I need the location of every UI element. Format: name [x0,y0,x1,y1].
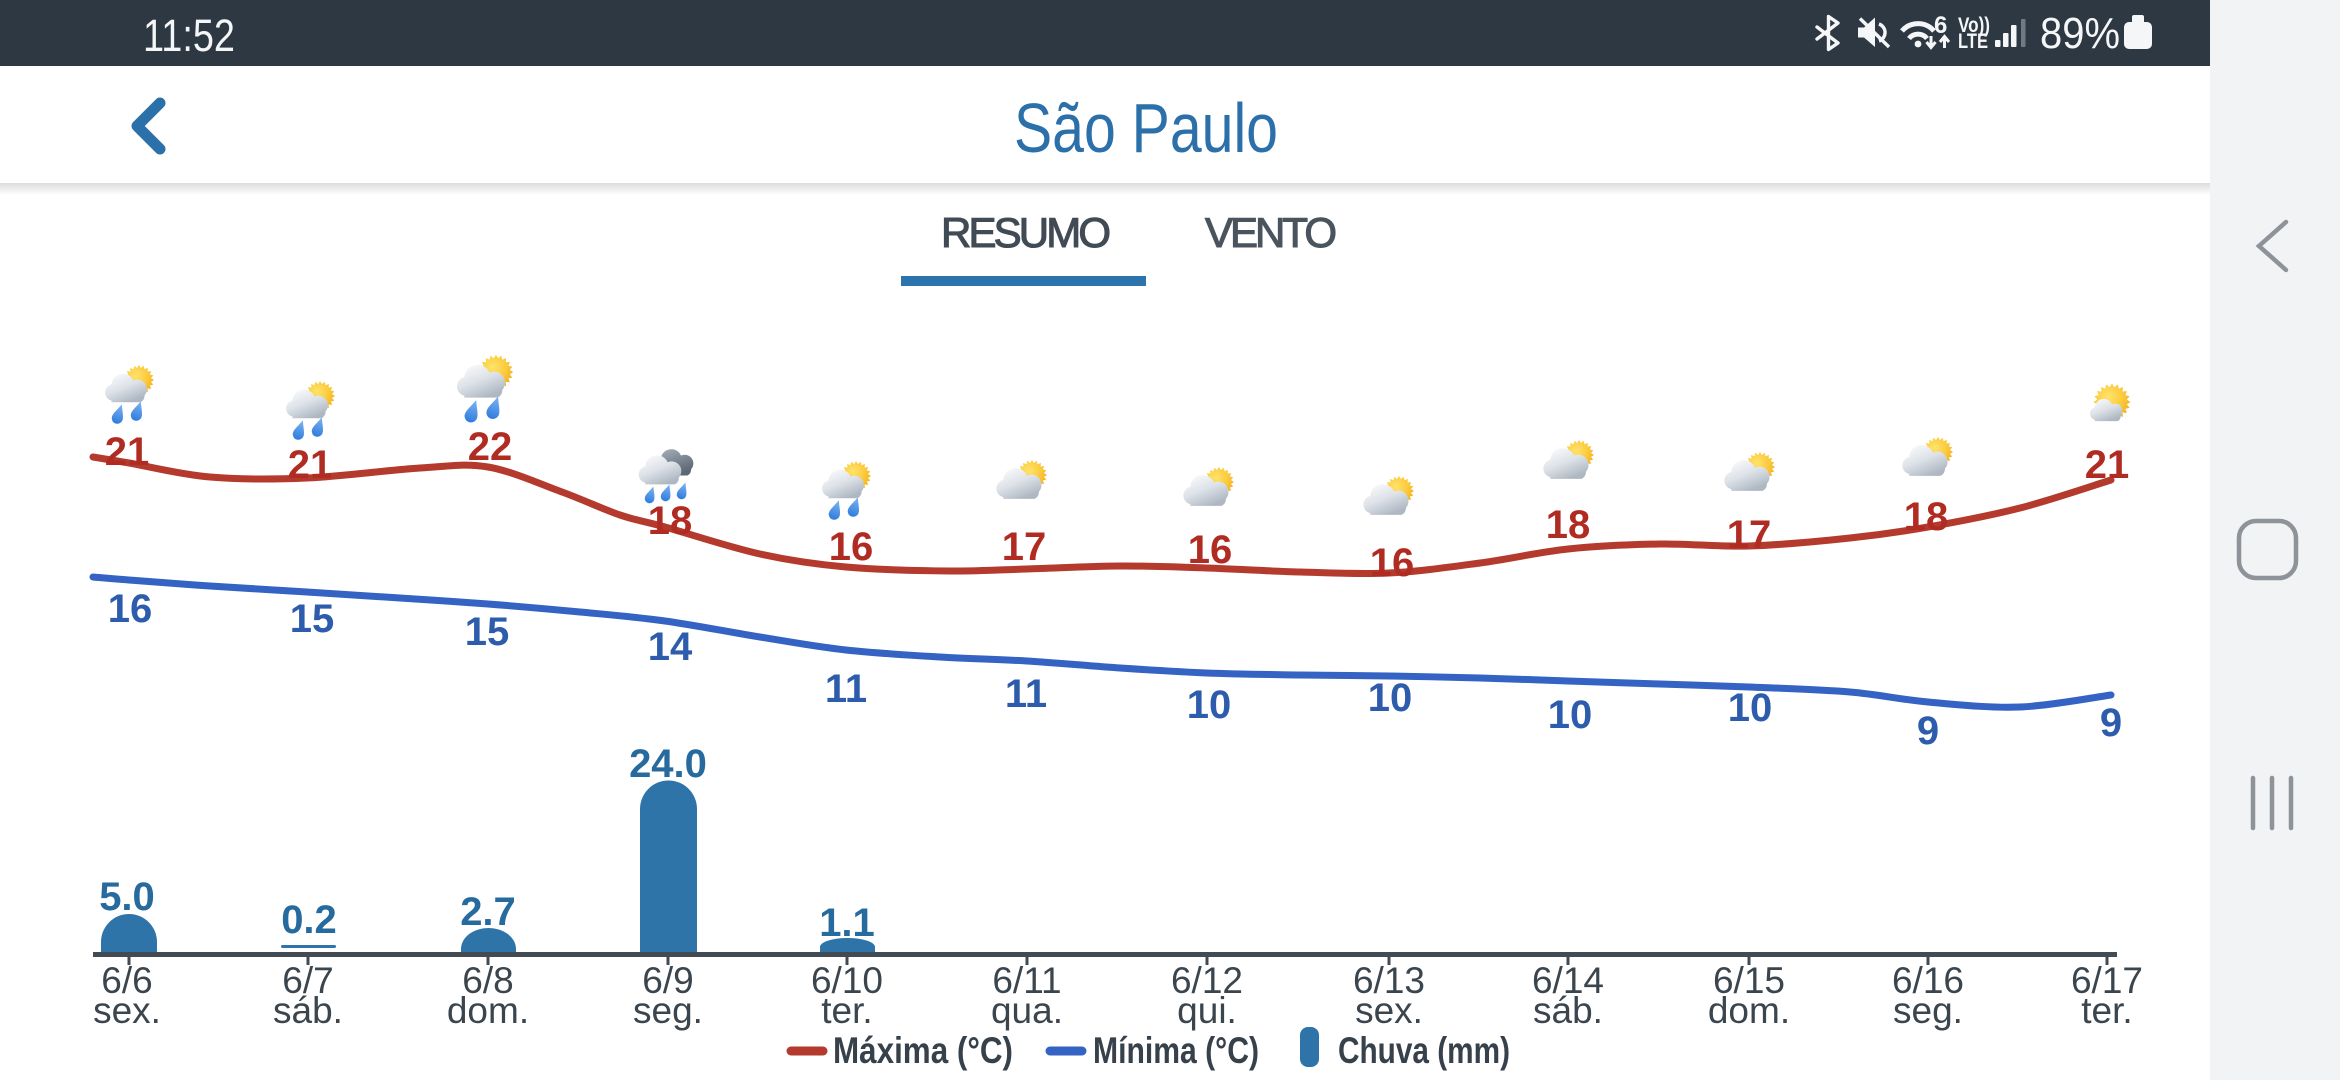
svg-text:17: 17 [1727,513,1772,557]
svg-text:RESUMO: RESUMO [941,209,1111,256]
svg-text:6/10: 6/10 [811,960,883,1001]
svg-text:17: 17 [1002,525,1047,569]
svg-text:6/17: 6/17 [2071,960,2143,1001]
svg-text:Máxima (°C): Máxima (°C) [833,1030,1013,1071]
svg-text:ter.: ter. [2081,990,2132,1031]
svg-text:6/14: 6/14 [1532,960,1604,1001]
svg-text:11: 11 [825,667,867,711]
svg-text:14: 14 [648,625,693,669]
svg-text:VENTO: VENTO [1205,209,1337,256]
svg-text:21: 21 [288,443,333,487]
svg-text:9: 9 [2100,701,2122,745]
svg-text:89%: 89% [2040,9,2120,58]
svg-text:6/11: 6/11 [992,960,1061,1001]
svg-text:16: 16 [829,525,874,569]
svg-text:0.2: 0.2 [281,898,337,942]
svg-text:6/16: 6/16 [1892,960,1964,1001]
svg-text:2.7: 2.7 [460,890,516,934]
svg-text:10: 10 [1368,676,1413,720]
svg-text:qui.: qui. [1177,990,1237,1031]
svg-text:seg.: seg. [1893,990,1963,1031]
svg-text:18: 18 [1904,495,1949,539]
svg-text:21: 21 [2085,443,2130,487]
svg-text:LTE: LTE [1958,30,1988,53]
svg-text:São Paulo: São Paulo [1014,89,1278,167]
svg-text:ter.: ter. [821,990,872,1031]
svg-text:10: 10 [1548,693,1593,737]
svg-text:6/9: 6/9 [642,960,693,1001]
svg-text:Chuva (mm): Chuva (mm) [1338,1030,1510,1071]
svg-text:24.0: 24.0 [629,742,707,786]
svg-text:6/15: 6/15 [1713,960,1785,1001]
svg-text:5.0: 5.0 [99,875,155,919]
svg-text:6/6: 6/6 [101,960,152,1001]
svg-text:10: 10 [1187,683,1232,727]
svg-text:21: 21 [105,430,150,474]
svg-text:seg.: seg. [633,990,703,1031]
svg-text:15: 15 [290,597,335,641]
svg-text:18: 18 [1546,503,1591,547]
svg-text:11: 11 [1005,672,1047,716]
svg-text:11:52: 11:52 [143,10,235,61]
svg-text:dom.: dom. [1708,990,1790,1031]
svg-text:Mínima (°C): Mínima (°C) [1093,1030,1259,1071]
svg-text:dom.: dom. [447,990,529,1031]
svg-text:1.1: 1.1 [819,901,875,945]
svg-text:6/13: 6/13 [1353,960,1425,1001]
svg-text:sex.: sex. [93,990,161,1031]
svg-text:10: 10 [1728,686,1773,730]
svg-text:sáb.: sáb. [273,990,343,1031]
svg-text:15: 15 [465,610,510,654]
svg-text:sáb.: sáb. [1533,990,1603,1031]
svg-text:6/8: 6/8 [462,960,513,1001]
svg-text:16: 16 [108,587,153,631]
svg-text:16: 16 [1188,528,1233,572]
svg-text:6/7: 6/7 [282,960,333,1001]
svg-text:Vo)): Vo)) [1958,14,1990,37]
svg-text:18: 18 [648,499,693,543]
svg-text:sex.: sex. [1355,990,1423,1031]
svg-text:22: 22 [468,425,513,469]
svg-text:9: 9 [1917,709,1939,753]
svg-text:6/12: 6/12 [1171,960,1243,1001]
svg-text:qua.: qua. [991,990,1063,1031]
svg-text:16: 16 [1370,541,1415,585]
svg-text:6: 6 [1934,12,1947,39]
